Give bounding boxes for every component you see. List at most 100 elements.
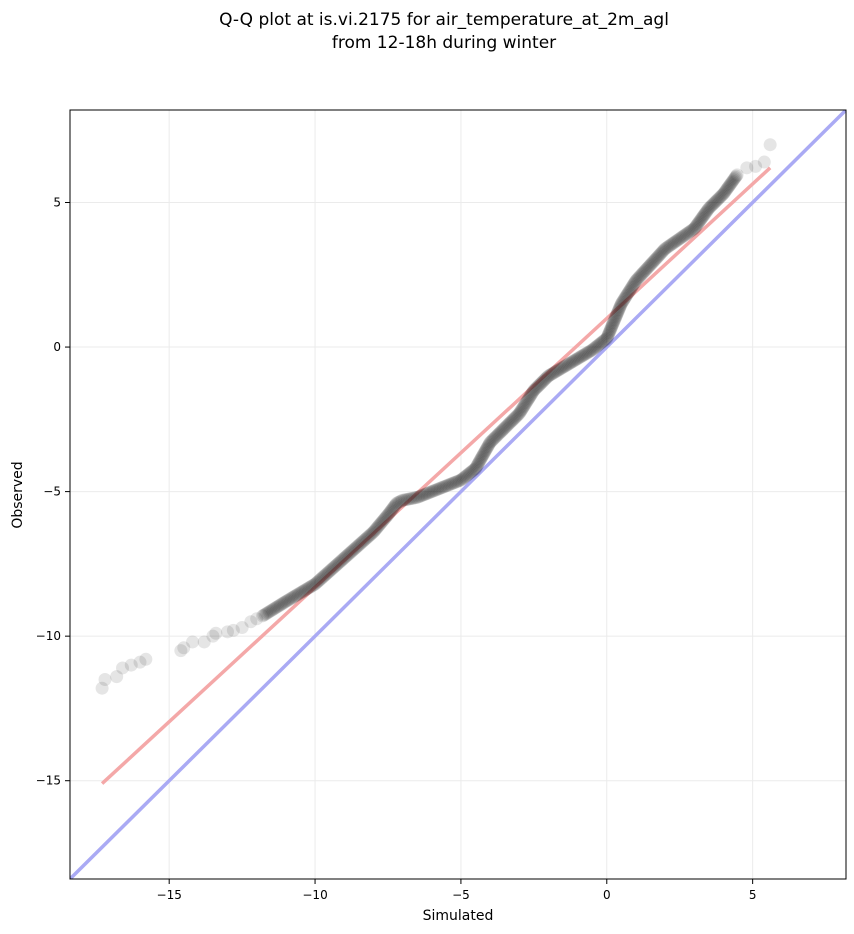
qq-point	[436, 480, 450, 494]
qq-point	[320, 566, 334, 580]
qq-point	[323, 564, 337, 578]
qq-point	[652, 249, 666, 263]
qq-point	[713, 190, 727, 204]
qq-point	[575, 349, 589, 363]
qq-point	[602, 327, 616, 341]
qq-point	[724, 177, 738, 191]
qq-point	[379, 510, 393, 524]
qq-point	[523, 389, 537, 403]
qq-point	[464, 465, 478, 479]
qq-point	[620, 289, 634, 303]
qq-point	[696, 209, 710, 223]
qq-point	[448, 475, 462, 489]
qq-point	[568, 353, 582, 367]
qq-point	[98, 673, 112, 687]
qq-point	[296, 585, 310, 599]
qq-point	[710, 194, 724, 208]
qq-point	[484, 434, 498, 448]
qq-point	[396, 493, 410, 507]
qq-point	[681, 226, 695, 240]
qq-point	[694, 213, 708, 227]
qq-point	[620, 287, 634, 301]
x-tick-label: −15	[157, 888, 182, 902]
qq-point	[374, 516, 388, 530]
qq-point	[409, 491, 423, 505]
qq-point	[479, 442, 493, 456]
qq-point	[740, 161, 754, 175]
qq-point	[656, 244, 670, 258]
qq-point	[435, 481, 449, 495]
qq-point	[471, 457, 485, 471]
qq-point	[334, 554, 348, 568]
qq-point	[565, 355, 579, 369]
qq-point	[576, 348, 590, 362]
qq-point	[699, 205, 713, 219]
qq-point	[402, 492, 416, 506]
qq-point	[280, 594, 294, 608]
x-axis-ticks: −15 −10 −5 0 5	[157, 879, 756, 902]
qq-point	[462, 466, 476, 480]
qq-point	[725, 175, 739, 189]
qq-point	[368, 523, 382, 537]
qq-point	[206, 629, 220, 643]
reference-lines	[70, 110, 846, 879]
qq-point	[504, 414, 518, 428]
qq-point	[461, 467, 475, 481]
qq-point	[588, 341, 602, 355]
qq-point	[261, 606, 275, 620]
qq-point	[693, 214, 707, 228]
qq-point	[723, 178, 737, 192]
qq-point	[472, 456, 486, 470]
qq-point	[410, 490, 424, 504]
qq-point	[634, 268, 648, 282]
qq-point	[394, 494, 408, 508]
qq-point	[442, 478, 456, 492]
qq-point	[308, 577, 322, 591]
qq-point	[452, 474, 466, 488]
qq-point	[110, 670, 124, 684]
qq-point	[604, 321, 618, 335]
qq-point	[729, 169, 743, 183]
qq-point	[618, 291, 632, 305]
qq-point	[419, 487, 433, 501]
qq-point	[654, 246, 668, 260]
qq-point	[226, 623, 240, 637]
qq-point	[499, 420, 513, 434]
qq-point	[432, 482, 446, 496]
qq-point	[498, 421, 512, 435]
qq-point	[614, 297, 628, 311]
qq-point	[271, 600, 285, 614]
qq-point	[330, 558, 344, 572]
qq-point	[602, 326, 616, 340]
qq-point	[543, 368, 557, 382]
qq-point	[286, 590, 300, 604]
qq-point	[276, 596, 290, 610]
qq-point	[705, 198, 719, 212]
qq-point	[523, 390, 537, 404]
plot-frame	[69, 109, 847, 880]
fit-line	[100, 166, 772, 785]
identity-line	[70, 110, 846, 879]
qq-point	[298, 583, 312, 597]
qq-point	[639, 263, 653, 277]
qq-point	[540, 370, 554, 384]
qq-point	[318, 568, 332, 582]
qq-point	[573, 350, 587, 364]
qq-point	[646, 255, 660, 269]
qq-point	[313, 573, 327, 587]
qq-point	[603, 323, 617, 337]
qq-point	[417, 488, 431, 501]
qq-point	[608, 311, 622, 325]
qq-point	[665, 237, 679, 251]
qq-point	[611, 305, 625, 319]
qq-point	[545, 367, 559, 381]
qq-point	[538, 372, 552, 386]
qq-point	[697, 208, 711, 222]
qq-point	[643, 258, 657, 272]
qq-point	[549, 364, 563, 378]
qq-point	[365, 526, 379, 540]
qq-point	[619, 290, 633, 304]
qq-point	[517, 398, 531, 412]
qq-point	[601, 328, 615, 342]
qq-point	[380, 509, 394, 523]
